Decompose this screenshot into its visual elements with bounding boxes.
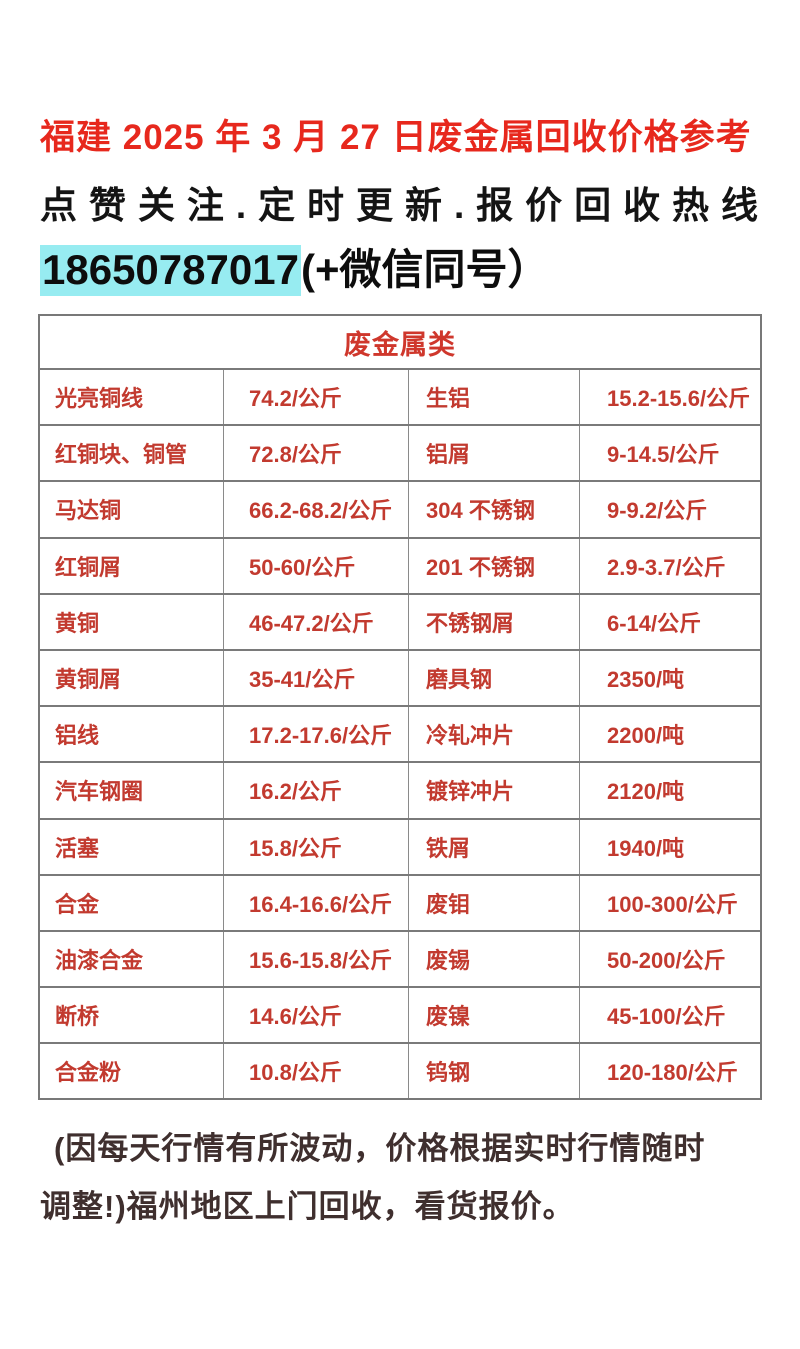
- item-price: 6-14/公斤: [579, 594, 760, 649]
- table-row: 合金 16.4-16.6/公斤 废钼 100-300/公斤: [40, 873, 760, 930]
- item-price: 2350/吨: [579, 650, 760, 706]
- item-name: 201 不锈钢: [408, 538, 579, 593]
- item-name: 镀锌冲片: [408, 763, 579, 818]
- item-name: 铝屑: [408, 426, 579, 481]
- item-name: 不锈钢屑: [408, 594, 579, 649]
- item-name: 废锡: [408, 931, 579, 987]
- item-price: 72.8/公斤: [223, 426, 408, 481]
- item-price: 2120/吨: [579, 763, 760, 818]
- item-name: 废镍: [408, 988, 579, 1043]
- table-row: 油漆合金 15.6-15.8/公斤 废锡 50-200/公斤: [40, 929, 760, 987]
- footer-line: (因每天行情有所波动，价格根据实时行情随时: [54, 1131, 706, 1167]
- item-price: 100-300/公斤: [579, 875, 760, 930]
- item-price: 74.2/公斤: [223, 370, 408, 425]
- table-row: 黄铜 46-47.2/公斤 不锈钢屑 6-14/公斤: [40, 592, 760, 649]
- item-price: 35-41/公斤: [223, 650, 408, 706]
- table-row: 活塞 15.8/公斤 铁屑 1940/吨: [40, 817, 760, 874]
- table-header: 废金属类: [344, 329, 456, 360]
- item-name: 磨具钢: [408, 650, 579, 706]
- item-price: 66.2-68.2/公斤: [223, 482, 408, 537]
- item-name: 废钼: [408, 875, 579, 930]
- item-name: 铝线: [55, 723, 100, 749]
- table-row: 汽车钢圈 16.2/公斤 镀锌冲片 2120/吨: [40, 761, 760, 818]
- footer-line: 调整!)福州地区上门回收，看货报价。: [40, 1189, 575, 1225]
- table-row: 断桥 14.6/公斤 废镍 45-100/公斤: [40, 986, 760, 1043]
- item-name: 合金粉: [55, 1060, 122, 1086]
- table-row: 光亮铜线 74.2/公斤 生铝 15.2-15.6/公斤: [40, 368, 760, 425]
- item-price: 50-60/公斤: [223, 538, 408, 593]
- subtitle: 点赞关注.定时更新.报价回收热线: [40, 185, 762, 226]
- item-price: 16.2/公斤: [223, 763, 408, 818]
- item-name: 红铜块、铜管: [55, 442, 188, 468]
- item-name: 黄铜: [55, 610, 100, 636]
- item-name: 汽车钢圈: [55, 779, 144, 805]
- item-name: 304 不锈钢: [408, 482, 579, 537]
- item-name: 马达铜: [55, 498, 122, 524]
- page-title: 福建 2025 年 3 月 27 日废金属回收价格参考: [40, 118, 752, 157]
- item-price: 9-14.5/公斤: [579, 426, 760, 481]
- item-price: 17.2-17.6/公斤: [223, 707, 408, 762]
- item-name: 黄铜屑: [55, 667, 122, 693]
- item-price: 14.6/公斤: [223, 988, 408, 1043]
- item-price: 9-9.2/公斤: [579, 482, 760, 537]
- item-name: 活塞: [55, 835, 100, 861]
- item-price: 46-47.2/公斤: [223, 594, 408, 649]
- item-name: 冷轧冲片: [408, 707, 579, 762]
- table-row: 合金粉 10.8/公斤 钨钢 120-180/公斤: [40, 1042, 760, 1099]
- item-price: 15.8/公斤: [223, 819, 408, 874]
- item-price: 120-180/公斤: [579, 1044, 760, 1099]
- item-name: 油漆合金: [55, 947, 144, 973]
- phone-number: 18650787017: [40, 245, 301, 296]
- item-price: 16.4-16.6/公斤: [223, 875, 408, 930]
- item-name: 红铜屑: [55, 554, 122, 580]
- item-price: 45-100/公斤: [579, 988, 760, 1043]
- item-price: 2200/吨: [579, 707, 760, 762]
- item-price: 2.9-3.7/公斤: [579, 538, 760, 593]
- item-name: 钨钢: [408, 1044, 579, 1099]
- item-name: 光亮铜线: [55, 386, 144, 412]
- price-table: 废金属类 光亮铜线 74.2/公斤 生铝 15.2-15.6/公斤 红铜块、铜管…: [38, 314, 762, 1101]
- item-price: 1940/吨: [579, 819, 760, 874]
- item-name: 断桥: [55, 1004, 100, 1030]
- item-name: 生铝: [408, 370, 579, 425]
- item-name: 铁屑: [408, 819, 579, 874]
- phone-suffix: (+微信同号）: [300, 246, 550, 293]
- table-row: 马达铜 66.2-68.2/公斤 304 不锈钢 9-9.2/公斤: [40, 480, 760, 537]
- footer-note: (因每天行情有所波动，价格根据实时行情随时 调整!)福州地区上门回收，看货报价。: [40, 1120, 764, 1236]
- table-row: 红铜块、铜管 72.8/公斤 铝屑 9-14.5/公斤: [40, 424, 760, 481]
- item-price: 10.8/公斤: [223, 1044, 408, 1099]
- table-row: 红铜屑 50-60/公斤 201 不锈钢 2.9-3.7/公斤: [40, 536, 760, 593]
- item-price: 50-200/公斤: [579, 931, 760, 987]
- item-name: 合金: [55, 891, 100, 917]
- table-row: 黄铜屑 35-41/公斤 磨具钢 2350/吨: [40, 648, 760, 706]
- item-price: 15.6-15.8/公斤: [223, 931, 408, 987]
- phone-line: 18650787017(+微信同号）: [40, 245, 762, 296]
- table-row: 铝线 17.2-17.6/公斤 冷轧冲片 2200/吨: [40, 705, 760, 762]
- item-price: 15.2-15.6/公斤: [579, 370, 760, 425]
